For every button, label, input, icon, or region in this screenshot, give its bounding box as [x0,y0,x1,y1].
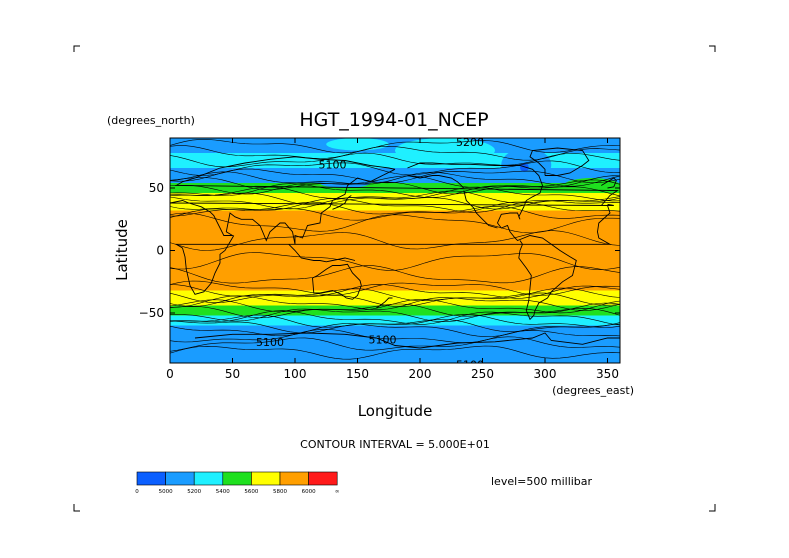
coastline-1 [170,168,614,245]
coastline-10 [601,177,617,189]
band-5 [170,210,620,291]
coastline-5 [332,195,352,210]
feature-greenland-vortex [520,163,529,172]
contour-line-17 [170,287,620,303]
coastline-6 [407,162,577,321]
colorbar-label-7: ∞ [335,489,340,495]
band-0 [170,138,620,153]
contour-label-1: 5100 [319,159,347,172]
contour-line-12 [170,198,620,213]
colorbar-label-1: 5000 [159,489,173,495]
contour-line-1 [170,145,620,161]
colorbar-swatch-5 [279,471,309,486]
colorbar: 0 5000 5200 5400 5600 5800 6000 ∞ [135,471,340,495]
contour-line-32 [170,230,620,251]
x-axis-label: Longitude [358,402,433,420]
x-axis: 0 50 100 150 200 250 300 350 [166,138,619,381]
feature-north-pacific-ridge [326,138,389,151]
x-tick-label-250: 250 [471,367,494,381]
coastline-9 [529,147,590,176]
x-tick-label-150: 150 [346,367,369,381]
band-4 [170,193,620,211]
colorbar-swatch-3 [222,471,252,486]
coastline-3 [312,263,362,300]
coastline-2 [174,205,612,295]
contour-line-28 [170,336,620,352]
band-8 [170,315,620,326]
colorbar-label-5: 5800 [273,489,287,495]
x-tick-label-300: 300 [534,367,557,381]
y-units-label: (degrees_north) [107,114,195,127]
contour-interval-note: CONTOUR INTERVAL = 5.000E+01 [300,438,490,451]
contour-line-24 [170,313,620,328]
y-axis: 50 0 −50 [139,181,620,320]
feature-arctic-high [395,138,495,163]
colorbar-swatch-4 [251,471,281,486]
contour-line-26 [170,323,620,338]
colorbar-swatch-2 [193,471,224,486]
colorbar-swatch-6 [308,471,338,486]
coastline-4 [288,243,356,263]
coastline-11 [194,332,620,349]
colorbar-swatch-0 [136,471,166,486]
x-tick-label-100: 100 [284,367,307,381]
contour-line-0 [170,139,620,154]
contour-line-13 [170,201,620,217]
contour-line-22 [170,307,620,322]
x-tick-label-200: 200 [409,367,432,381]
chart-title: HGT_1994-01_NCEP [299,109,488,131]
contour-line-14 [170,205,620,221]
colorbar-label-3: 5400 [216,489,230,495]
contour-line-33 [170,252,620,271]
corner-mark-top-left [73,45,80,52]
corner-mark-top-right [709,45,716,52]
corner-mark-bottom-right [709,504,716,512]
contour-label-3: 5100 [369,334,397,347]
colorbar-label-0: 0 [135,489,139,495]
contour-label-0: 5200 [456,136,484,149]
coastline-7 [463,190,498,229]
x-tick-label-0: 0 [166,367,174,381]
colorbar-label-2: 5200 [187,489,201,495]
y-axis-label: Latitude [113,219,131,281]
contour-line-25 [170,319,620,334]
contour-line-3 [170,160,620,176]
y-tick-label--50: −50 [139,306,164,320]
band-7 [170,305,620,316]
contour-line-2 [170,152,620,168]
contour-line-27 [170,328,620,344]
coastlines [170,147,620,349]
contour-line-20 [170,299,620,314]
contour-line-29 [170,345,620,360]
contour-line-18 [170,292,620,307]
x-tick-label-350: 350 [596,367,619,381]
colorbar-label-4: 5600 [244,489,258,495]
contour-line-15 [170,280,620,296]
coastline-12 [376,297,393,309]
contour-label-2: 5100 [256,336,284,349]
contour-line-23 [170,310,620,326]
x-tick-label-50: 50 [225,367,240,381]
coastline-8 [407,175,465,189]
contour-line-7 [170,179,620,195]
contour-labels: 5200 5100 5100 5100 5100 [256,136,484,372]
corner-mark-bottom-left [73,504,80,512]
colorbar-label-6: 6000 [302,489,316,495]
latitude-bands [170,138,620,363]
contour-line-11 [170,196,620,210]
contour-label-4: 5100 [456,359,484,372]
x-units-label: (degrees_east) [552,384,634,397]
colorbar-swatch-1 [165,471,195,486]
plot-area: 5200 5100 5100 5100 5100 [170,136,620,372]
y-tick-label-50: 50 [149,181,164,195]
level-note: level=500 millibar [491,475,593,488]
contour-line-19 [170,295,620,311]
contour-line-5 [170,171,620,187]
page-corner-marks [73,45,716,512]
y-tick-label-0: 0 [156,244,164,258]
coastline-0 [174,156,619,206]
contour-line-21 [170,302,620,319]
